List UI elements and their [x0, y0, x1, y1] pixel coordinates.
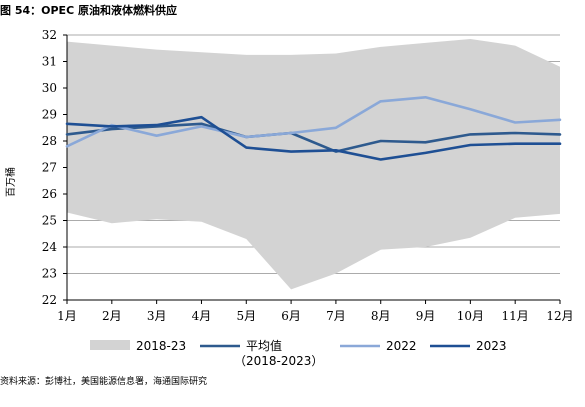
y-tick-label: 30 [42, 81, 57, 95]
x-tick-label: 7月 [326, 309, 346, 323]
series-lines [65, 96, 562, 161]
range-band-area [67, 39, 560, 290]
x-tick-label: 11月 [502, 309, 529, 323]
axes [63, 34, 561, 304]
y-tick-label: 32 [42, 28, 57, 42]
y-axis-label: 百万桶 [4, 167, 17, 197]
x-tick-label: 6月 [281, 309, 301, 323]
y-tick-label: 24 [42, 240, 58, 254]
y-tick-label: 25 [42, 214, 57, 228]
range-band [67, 39, 560, 290]
series-line [65, 115, 562, 161]
x-tick-label: 3月 [147, 309, 167, 323]
x-tick-label: 8月 [371, 309, 391, 323]
x-tick-label: 4月 [192, 309, 212, 323]
tick-labels: 22 23 24 25 26 27 28 29 30 31 32 1月 2月 3月 4月 5月 6月 7月 8月 9月… [42, 28, 574, 323]
y-tick-label: 26 [42, 187, 57, 201]
x-tick-label: 9月 [416, 309, 436, 323]
x-tick-label: 2月 [102, 309, 122, 323]
y-tick-label: 23 [42, 267, 57, 281]
legend-swatch-band [90, 340, 130, 350]
x-tick-label: 12月 [546, 309, 573, 323]
legend-label: 2018-23 [136, 339, 186, 353]
y-tick-label: 22 [42, 293, 57, 307]
y-tick-label: 31 [42, 55, 57, 69]
series-line [65, 122, 562, 153]
x-tick-label: 5月 [236, 309, 256, 323]
y-tick-label: 29 [42, 108, 57, 122]
legend-label: 2022 [386, 339, 417, 353]
legend-label: 2023 [476, 339, 507, 353]
x-tick-label: 1月 [57, 309, 77, 323]
series-line [65, 96, 562, 148]
legend-label-line2: （2018-2023） [234, 354, 323, 368]
source-note: 资料来源：彭博社，美国能源信息署，海通国际研究 [0, 377, 208, 387]
y-tick-label: 28 [42, 134, 57, 148]
x-tick-label: 10月 [457, 309, 484, 323]
y-tick-label: 27 [42, 161, 57, 175]
chart-title: 图 54：OPEC 原油和液体燃料供应 [0, 4, 177, 17]
legend-label: 平均值 [246, 338, 282, 353]
legend: 2018-23 平均值（2018-2023） 2022 2023 [90, 338, 507, 368]
